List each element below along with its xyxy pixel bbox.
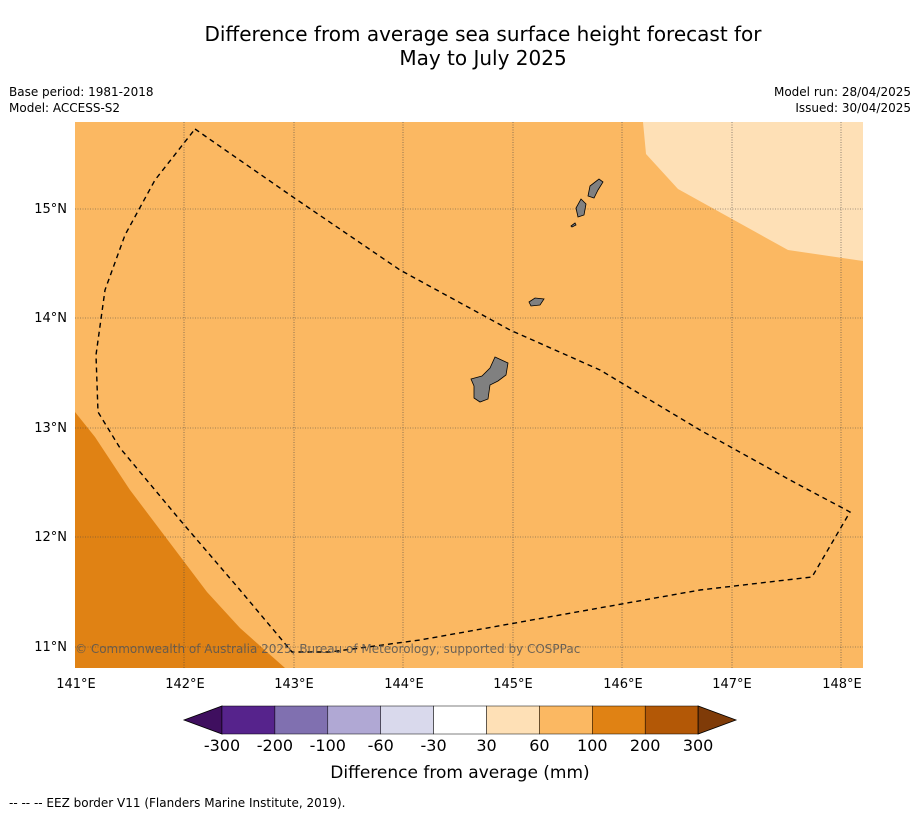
latitude-labels: 15°N 14°N 13°N 12°N 11°N [34, 202, 67, 655]
colorbar-tick-label: -100 [310, 736, 346, 755]
zone-30-60 [643, 122, 863, 261]
lat-label: 15°N [34, 202, 67, 217]
lat-label: 13°N [34, 421, 67, 436]
colorbar-title: Difference from average (mm) [330, 763, 589, 783]
colorbar-tick-label: 30 [476, 736, 496, 755]
base-period: Base period: 1981-2018 [9, 85, 154, 99]
lon-label: 148°E [822, 677, 862, 692]
colorbar-extend-high [697, 705, 738, 735]
colorbar-segment [592, 705, 646, 735]
colorbar-tick-label: 60 [529, 736, 549, 755]
colorbar-tick-label: 200 [630, 736, 661, 755]
lat-label: 11°N [34, 640, 67, 655]
colorbar-tick-label: -200 [257, 736, 293, 755]
colorbar-segment [539, 705, 593, 735]
colorbar-tick-label: -300 [204, 736, 240, 755]
lon-label: 144°E [384, 677, 424, 692]
colorbar-tick-label: -30 [421, 736, 447, 755]
lat-label: 12°N [34, 530, 67, 545]
colorbar-segment [644, 705, 699, 735]
lon-label: 143°E [274, 677, 314, 692]
island-shape [587, 178, 604, 199]
colorbar-segment [221, 705, 276, 735]
colorbar-tick-label: -60 [368, 736, 394, 755]
gridlines [75, 122, 863, 668]
copyright-notice: © Commonwealth of Australia 2025, Bureau… [75, 642, 580, 656]
colorbar-segment [380, 705, 434, 735]
longitude-labels: 141°E 142°E 143°E 144°E 145°E 146°E 147°… [56, 677, 862, 692]
map-title: Difference from average sea surface heig… [0, 22, 919, 70]
zone-100-200 [75, 412, 285, 668]
lat-label: 14°N [34, 311, 67, 326]
lon-label: 147°E [712, 677, 752, 692]
colorbar: -300 -200 -100 -60 -30 30 60 100 200 300 [182, 705, 738, 755]
lon-label: 142°E [165, 677, 205, 692]
title-line-2: May to July 2025 [399, 46, 567, 70]
colorbar-tick-label: 300 [683, 736, 714, 755]
colorbar-tick-label: 100 [577, 736, 608, 755]
colorbar-extend-low [182, 705, 223, 735]
map-area: © Commonwealth of Australia 2025, Bureau… [75, 122, 863, 668]
islands [470, 178, 604, 403]
eez-footnote: -- -- -- EEZ border V11 (Flanders Marine… [9, 796, 346, 810]
lon-label: 141°E [56, 677, 96, 692]
lon-label: 145°E [493, 677, 533, 692]
run-info: Model run: 28/04/2025 Issued: 30/04/2025 [774, 84, 911, 116]
model-info: Base period: 1981-2018 Model: ACCESS-S2 [9, 84, 154, 116]
colorbar-segment [486, 705, 540, 735]
eez-border-line [95, 128, 851, 653]
model-run: Model run: 28/04/2025 [773, 85, 911, 99]
lon-label: 146°E [603, 677, 643, 692]
colorbar-segment [327, 705, 381, 735]
title-line-1: Difference from average sea surface heig… [204, 22, 762, 46]
island-shape [575, 198, 587, 218]
colorbar-segment [274, 705, 329, 735]
issued-date: Issued: 30/04/2025 [795, 101, 911, 115]
island-shape [528, 297, 545, 307]
island-shape [470, 356, 509, 403]
model-name: Model: ACCESS-S2 [9, 101, 121, 115]
island-shape [570, 222, 577, 228]
colorbar-segment [433, 705, 487, 735]
